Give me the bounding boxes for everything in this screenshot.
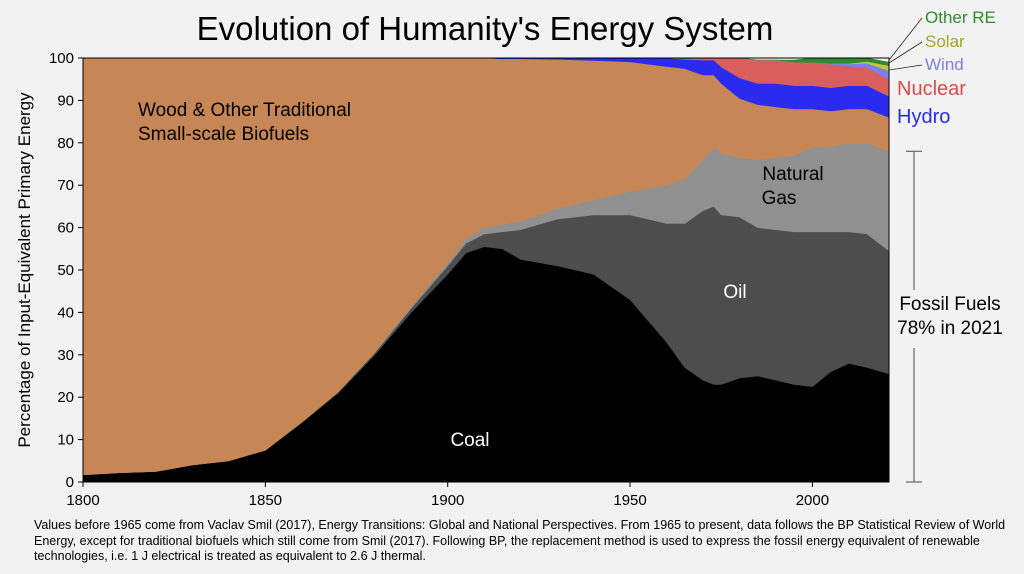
y-tick-label: 0 <box>66 474 74 491</box>
label-oil: Oil <box>723 282 746 303</box>
y-tick-label: 70 <box>57 177 74 194</box>
y-tick-label: 20 <box>57 389 74 406</box>
label-gas-line2: Gas <box>762 188 797 209</box>
fossil-bracket: Fossil Fuels 78% in 2021 <box>897 150 1003 483</box>
axes: 0 10 20 30 40 50 60 70 80 90 100 1800 1850 1900 1950 20… <box>49 50 890 509</box>
legend-nuclear: Nuclear <box>897 78 966 100</box>
legend-hydro: Hydro <box>897 106 950 128</box>
x-tick-label: 1900 <box>431 492 464 509</box>
x-tick-label: 1950 <box>613 492 646 509</box>
legend-leader-other-re <box>888 17 923 61</box>
y-tick-label: 80 <box>57 135 74 152</box>
label-wood-line2: Small-scale Biofuels <box>138 124 309 145</box>
energy-chart: Evolution of Humanity's Energy System 01… <box>15 8 1003 509</box>
legend: Other RE Solar Wind Nuclear Hydro <box>888 8 996 128</box>
y-tick-label: 100 <box>49 50 74 67</box>
y-tick-label: 90 <box>57 92 74 109</box>
label-fossil-line1: Fossil Fuels <box>899 294 1000 315</box>
y-tick-label: 10 <box>57 432 74 449</box>
y-axis-label: Percentage of Input-Equivalent Primary E… <box>15 92 34 448</box>
legend-leader-solar <box>888 41 923 64</box>
chart-title: Evolution of Humanity's Energy System <box>197 10 774 47</box>
y-tick-label: 30 <box>57 347 74 364</box>
x-tick-label: 2000 <box>796 492 829 509</box>
legend-solar: Solar <box>925 32 965 51</box>
source-caption: Values before 1965 come from Vaclav Smil… <box>34 518 1006 563</box>
label-wood-line1: Wood & Other Traditional <box>138 100 351 121</box>
x-tick-label: 1800 <box>66 492 99 509</box>
area-layers <box>82 57 890 483</box>
label-gas-line1: Natural <box>762 164 823 185</box>
y-tick-label: 60 <box>57 220 74 237</box>
legend-other-re: Other RE <box>925 8 996 27</box>
label-fossil-line2: 78% in 2021 <box>897 318 1003 339</box>
legend-wind: Wind <box>925 55 964 74</box>
label-coal: Coal <box>450 430 489 451</box>
area-labels: Wood & Other Traditional Small-scale Biof… <box>138 100 824 451</box>
y-tick-label: 50 <box>57 262 74 279</box>
y-tick-label: 40 <box>57 304 74 321</box>
legend-leader-wind <box>888 64 923 71</box>
x-tick-label: 1850 <box>249 492 282 509</box>
